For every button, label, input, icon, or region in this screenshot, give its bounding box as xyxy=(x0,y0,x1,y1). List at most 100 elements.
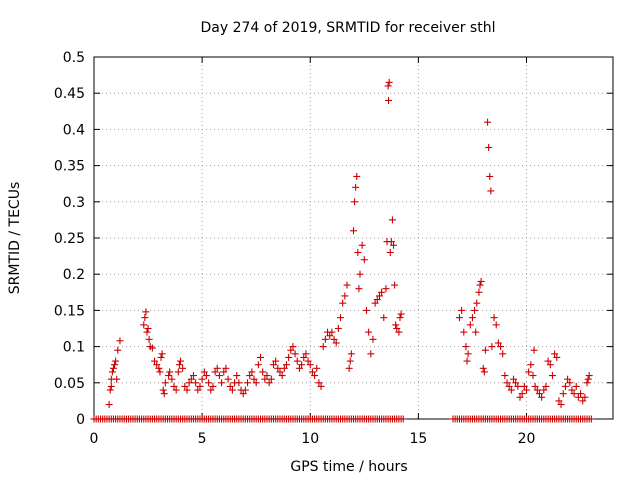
data-point xyxy=(384,82,392,90)
data-point xyxy=(527,361,535,369)
data-point xyxy=(196,382,204,390)
data-point xyxy=(367,350,375,358)
data-point xyxy=(332,339,340,347)
y-tick-label: 0.45 xyxy=(54,86,85,102)
data-point xyxy=(276,368,284,376)
data-point xyxy=(218,379,226,387)
data-point xyxy=(480,368,488,376)
data-point xyxy=(546,361,554,369)
data-point xyxy=(395,328,403,336)
data-point xyxy=(579,397,587,405)
data-point xyxy=(352,183,360,191)
data-point xyxy=(462,343,470,351)
data-point xyxy=(326,332,334,340)
data-point xyxy=(557,401,565,409)
data-point xyxy=(215,372,223,380)
data-point xyxy=(355,285,363,293)
data-point xyxy=(315,379,323,387)
data-point xyxy=(183,386,191,394)
data-point xyxy=(365,328,373,336)
data-point xyxy=(387,238,395,246)
data-point xyxy=(143,328,151,336)
data-point xyxy=(224,375,232,383)
data-point xyxy=(535,390,543,398)
data-point xyxy=(350,227,357,235)
data-point xyxy=(339,299,347,307)
data-point xyxy=(200,368,208,376)
data-point xyxy=(192,379,200,387)
data-point xyxy=(518,390,526,398)
x-tick-label: 5 xyxy=(198,431,207,447)
data-point xyxy=(198,375,206,383)
data-point xyxy=(396,314,404,322)
axis-ticks xyxy=(93,56,613,420)
data-point xyxy=(585,372,593,380)
data-point xyxy=(538,393,546,401)
y-tick-label: 0 xyxy=(76,412,85,428)
data-point xyxy=(153,361,161,369)
data-point xyxy=(354,248,362,256)
data-point xyxy=(516,393,524,401)
data-point xyxy=(112,357,120,365)
data-point xyxy=(555,397,563,405)
data-point xyxy=(561,382,569,390)
data-point xyxy=(319,343,327,351)
x-tick-label: 0 xyxy=(90,431,99,447)
data-point xyxy=(523,386,530,394)
data-point xyxy=(574,393,582,401)
data-point xyxy=(328,328,336,336)
data-point xyxy=(252,379,260,387)
data-point xyxy=(566,379,574,387)
data-point xyxy=(161,379,169,387)
data-point xyxy=(168,375,176,383)
data-point xyxy=(233,372,241,380)
data-point xyxy=(172,386,180,394)
data-point xyxy=(481,346,489,354)
data-point xyxy=(274,364,282,372)
data-point xyxy=(248,368,256,376)
data-point xyxy=(544,357,552,365)
data-point xyxy=(302,350,310,358)
data-point xyxy=(473,299,481,307)
data-point xyxy=(510,375,518,383)
data-point xyxy=(239,390,247,398)
data-point xyxy=(181,382,189,390)
data-point xyxy=(304,357,312,365)
data-point xyxy=(385,96,393,104)
data-point xyxy=(347,350,355,358)
data-point xyxy=(306,361,314,369)
data-point xyxy=(490,314,498,322)
data-point xyxy=(375,292,383,300)
data-point xyxy=(179,364,187,372)
data-point xyxy=(520,382,528,390)
data-points xyxy=(90,78,595,423)
data-point xyxy=(583,379,591,387)
data-point xyxy=(471,306,479,314)
data-point xyxy=(542,382,550,390)
data-point xyxy=(397,310,405,318)
y-tick-label: 0.2 xyxy=(63,267,85,283)
data-point xyxy=(388,216,396,224)
data-point xyxy=(166,368,174,376)
data-point xyxy=(287,346,295,354)
data-point xyxy=(533,386,541,394)
data-point xyxy=(108,368,116,376)
data-point xyxy=(222,364,230,372)
data-point xyxy=(185,379,193,387)
data-point xyxy=(269,361,277,369)
data-point xyxy=(392,321,400,329)
data-point xyxy=(300,353,308,361)
x-tick-label: 20 xyxy=(518,431,536,447)
data-point xyxy=(107,382,115,390)
data-point xyxy=(343,281,351,289)
data-point xyxy=(531,382,539,390)
data-point xyxy=(113,375,121,383)
data-point xyxy=(226,382,234,390)
data-point xyxy=(463,357,471,365)
data-point xyxy=(505,382,513,390)
data-point xyxy=(165,372,173,380)
data-point xyxy=(385,78,393,86)
data-point xyxy=(282,361,290,369)
y-tick-label: 0.15 xyxy=(54,303,85,319)
data-point xyxy=(235,379,243,387)
